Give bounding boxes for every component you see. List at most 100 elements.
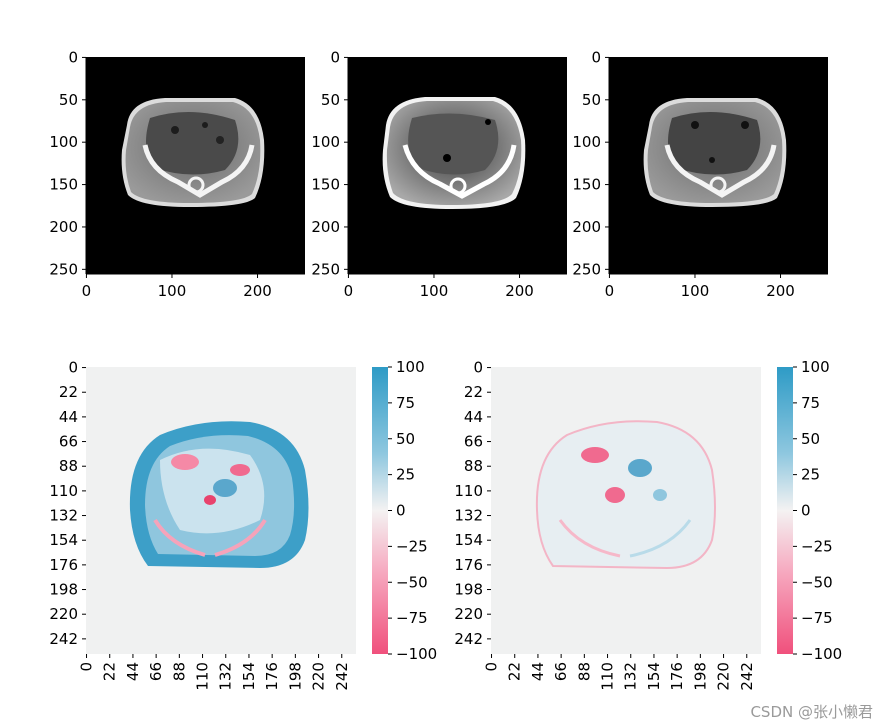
y-tick-label: 242 [49,630,78,648]
x-tick-label: 242 [333,662,351,691]
x-tick-label: 176 [668,662,686,691]
y-tick-label: 200 [572,218,601,236]
y-tick-label: 44 [59,408,78,426]
colorbar-tick-label: −100 [801,645,842,663]
x-tick-label: 198 [691,662,709,691]
y-tick-label: 0 [473,359,483,377]
heatmap-axes-2: 0 22 44 66 88 110 132 154 176 198 220 242 0 22 44 66 88 1… [454,358,842,691]
x-tick-label: 220 [310,662,328,691]
x-tick-label: 0 [483,662,501,672]
x-tick-label: 44 [529,662,547,681]
x-tick-label: 88 [575,662,593,681]
colorbar-tick-label: 0 [801,502,811,520]
heatmap-panel-2: 0 22 44 66 88 110 132 154 176 198 220 242 0 22 44 66 88 1… [454,358,842,691]
y-tick-label: 22 [59,383,78,401]
x-tick-label: 200 [243,282,272,300]
colorbar-tick-label: 50 [801,430,820,448]
y-tick-label: 0 [68,359,78,377]
x-tick-label: 88 [170,662,188,681]
x-tick-label: 200 [766,282,795,300]
x-tick-label: 110 [599,662,617,691]
x-tick-label: 100 [420,282,449,300]
x-tick-label: 44 [124,662,142,681]
x-tick-label: 176 [263,662,281,691]
y-tick-label: 176 [454,556,483,574]
colorbar-tick-label: 25 [396,466,415,484]
y-tick-label: 132 [454,507,483,525]
x-tick-label: 66 [552,662,570,681]
x-tick-label: 0 [82,282,92,300]
y-tick-label: 50 [321,91,340,109]
y-tick-label: 150 [49,176,78,194]
y-tick-label: 200 [49,218,78,236]
y-tick-label: 44 [464,408,483,426]
x-tick-label: 100 [681,282,710,300]
y-tick-label: 100 [572,133,601,151]
ct-body-2 [382,97,526,209]
y-tick-label: 0 [68,48,78,66]
y-tick-label: 66 [464,433,483,451]
y-tick-label: 22 [464,383,483,401]
y-tick-label: 100 [49,133,78,151]
x-tick-label: 242 [738,662,756,691]
x-tick-label: 132 [622,662,640,691]
y-tick-label: 88 [59,457,78,475]
y-tick-label: 176 [49,556,78,574]
x-tick-label: 22 [101,662,119,681]
y-tick-label: 100 [311,133,340,151]
y-tick-label: 0 [330,48,340,66]
ct-body-1 [121,98,265,207]
heatmap-axes-1: 0 22 44 66 88 110 132 154 176 198 220 242 0 22 44 66 88 1… [49,358,437,691]
colorbar-tick-label: −25 [396,537,428,555]
x-tick-label: 220 [715,662,733,691]
colorbar-1 [372,367,388,654]
y-tick-label: 250 [311,260,340,278]
x-tick-label: 100 [158,282,187,300]
y-tick-label: 250 [572,260,601,278]
colorbar-tick-label: −75 [801,609,833,627]
colorbar-tick-label: −25 [801,537,833,555]
y-tick-label: 66 [59,433,78,451]
y-tick-label: 242 [454,630,483,648]
colorbar-tick-label: −100 [396,645,437,663]
heatmap-body-1 [129,421,309,568]
y-tick-label: 50 [59,91,78,109]
y-tick-label: 250 [49,260,78,278]
y-tick-label: 110 [454,482,483,500]
y-tick-label: 150 [572,176,601,194]
colorbar-tick-label: 75 [396,394,415,412]
y-tick-label: 198 [49,581,78,599]
x-tick-label: 66 [147,662,165,681]
colorbar-tick-label: −50 [801,573,833,591]
x-tick-label: 0 [78,662,96,672]
y-tick-label: 150 [311,176,340,194]
colorbar-tick-label: 0 [396,502,406,520]
y-tick-label: 0 [591,48,601,66]
y-tick-label: 220 [49,605,78,623]
heatmap-body-2 [535,420,716,570]
y-tick-label: 198 [454,581,483,599]
y-tick-label: 50 [582,91,601,109]
colorbar-tick-label: 100 [396,358,425,376]
colorbar-2 [777,367,793,654]
watermark: CSDN @张小懒君 [750,703,873,721]
x-tick-label: 154 [645,662,663,691]
y-tick-label: 154 [454,531,483,549]
x-tick-label: 0 [605,282,615,300]
colorbar-tick-label: 75 [801,394,820,412]
x-tick-label: 198 [286,662,304,691]
ct-body-3 [643,98,787,207]
x-tick-label: 0 [344,282,354,300]
colorbar-tick-label: 25 [801,466,820,484]
y-tick-label: 132 [49,507,78,525]
x-tick-label: 132 [217,662,235,691]
x-tick-label: 154 [240,662,258,691]
colorbar-tick-label: 50 [396,430,415,448]
